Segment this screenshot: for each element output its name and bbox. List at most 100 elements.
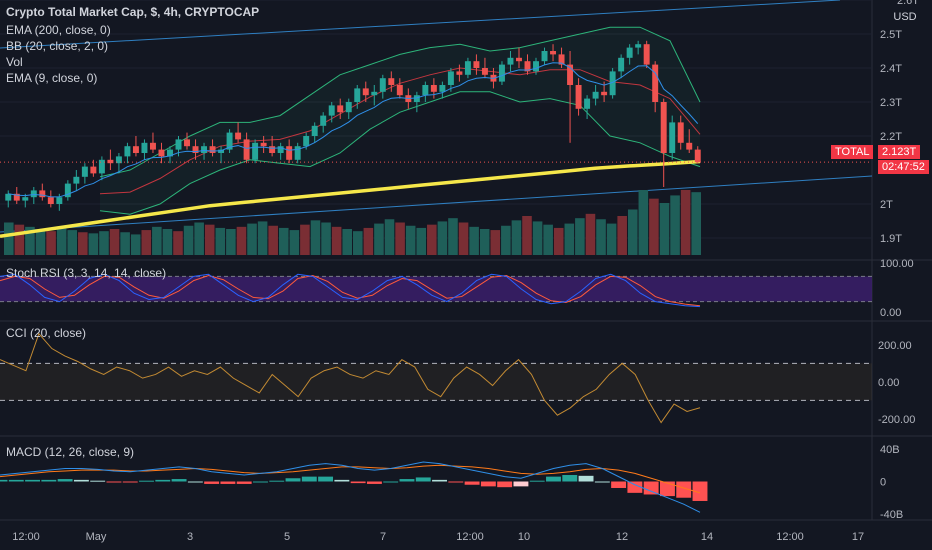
candle-body bbox=[90, 166, 97, 174]
volume-bar bbox=[35, 229, 46, 255]
macd-hist-bar bbox=[8, 479, 24, 482]
time-axis-label: 12:00 bbox=[776, 531, 804, 543]
macd-hist-bar bbox=[399, 479, 415, 482]
volume-bar bbox=[67, 230, 78, 255]
legend-stoch-rsi[interactable]: Stoch RSI (3, 3, 14, 14, close) bbox=[6, 266, 167, 280]
candle-body bbox=[252, 142, 259, 160]
macd-hist-bar bbox=[611, 481, 627, 488]
macd-hist-bar bbox=[25, 479, 41, 482]
legend-macd[interactable]: MACD (12, 26, close, 9) bbox=[6, 445, 135, 459]
legend-title: Crypto Total Market Cap, $, 4h, CRYPTOCA… bbox=[6, 5, 259, 20]
macd-hist-bar bbox=[529, 480, 545, 482]
volume-bar bbox=[680, 190, 691, 255]
candle-body bbox=[652, 64, 659, 102]
legend-vol[interactable]: Vol bbox=[6, 55, 23, 69]
candle-body bbox=[47, 197, 54, 204]
volume-bar bbox=[109, 229, 120, 255]
volume-bar bbox=[215, 227, 226, 255]
candle-body bbox=[498, 64, 505, 82]
candle-body bbox=[294, 146, 301, 160]
legend-bb[interactable]: BB (20, close, 2, 0) bbox=[6, 39, 109, 53]
candle-body bbox=[277, 146, 284, 153]
candle-body bbox=[439, 85, 446, 92]
volume-bar bbox=[289, 230, 300, 255]
candle-body bbox=[64, 183, 71, 198]
candle-body bbox=[575, 85, 582, 109]
volume-bar bbox=[427, 224, 437, 255]
volume-bar bbox=[152, 226, 162, 255]
macd-hist-bar bbox=[253, 481, 268, 483]
ema200-line bbox=[0, 159, 701, 239]
volume-bar bbox=[88, 233, 99, 255]
volume-bar bbox=[617, 216, 627, 255]
macd-hist-bar bbox=[301, 476, 317, 482]
candle-body bbox=[243, 139, 250, 160]
candle-body bbox=[371, 91, 378, 96]
candle-body bbox=[379, 78, 386, 92]
macd-hist-bar bbox=[122, 481, 138, 483]
price-axis-label: 2.5T bbox=[880, 29, 902, 41]
candle-body bbox=[39, 190, 46, 198]
candle-body bbox=[660, 102, 667, 153]
macd-signal-line bbox=[0, 464, 701, 494]
macd-hist-bar bbox=[464, 481, 480, 485]
volume-bar bbox=[56, 227, 67, 255]
volume-bar bbox=[257, 221, 268, 255]
time-axis-label: 17 bbox=[852, 531, 864, 543]
price-tag-value: 2.123T bbox=[878, 145, 921, 159]
volume-bar bbox=[405, 225, 416, 255]
candle-body bbox=[422, 85, 429, 96]
volume-bar bbox=[659, 203, 670, 255]
stoch-axis-label: 100.00 bbox=[880, 258, 914, 270]
candle-body bbox=[5, 193, 12, 201]
legend-cci[interactable]: CCI (20, close) bbox=[6, 326, 87, 340]
candle-body bbox=[396, 85, 403, 96]
price-axis-label: 2.2T bbox=[880, 131, 902, 143]
legend-ema9[interactable]: EMA (9, close, 0) bbox=[6, 71, 98, 85]
candle-body bbox=[481, 68, 488, 75]
symbol-title[interactable]: Crypto Total Market Cap, $, 4h, CRYPTOCA… bbox=[6, 5, 260, 19]
stoch-axis-label: 0.00 bbox=[880, 307, 901, 319]
candle-body bbox=[635, 44, 642, 48]
volume-bar bbox=[300, 224, 310, 255]
candle-body bbox=[158, 149, 165, 157]
price-axis-label: 2.3T bbox=[880, 97, 902, 109]
macd-hist-bar bbox=[90, 480, 106, 482]
candle-body bbox=[311, 125, 318, 136]
candle-body bbox=[354, 88, 361, 102]
candle-body bbox=[107, 159, 114, 164]
time-axis-label: 5 bbox=[284, 531, 290, 543]
currency-label: USD bbox=[893, 11, 916, 23]
macd-hist-bar bbox=[285, 478, 301, 482]
macd-hist-bar bbox=[578, 475, 594, 482]
volume-bar bbox=[627, 209, 638, 255]
macd-hist-bar bbox=[692, 481, 708, 501]
volume-bar bbox=[4, 222, 14, 255]
macd-hist-bar bbox=[139, 480, 154, 482]
volume-bar bbox=[458, 222, 469, 255]
candle-body bbox=[73, 176, 80, 184]
volume-bar bbox=[437, 221, 448, 255]
macd-hist-bar bbox=[269, 480, 285, 482]
candle-body bbox=[209, 146, 216, 153]
candle-body bbox=[13, 193, 20, 201]
volume-bar bbox=[183, 225, 194, 255]
bb-lower-line bbox=[99, 91, 701, 215]
volume-bar bbox=[120, 232, 130, 255]
legend-ema200[interactable]: EMA (200, close, 0) bbox=[6, 23, 111, 37]
candle-body bbox=[601, 91, 608, 96]
candle-body bbox=[192, 146, 199, 153]
volume-bar bbox=[236, 226, 247, 255]
volume-bar bbox=[638, 190, 649, 255]
volume-bar bbox=[384, 219, 395, 255]
candle-body bbox=[81, 166, 88, 177]
macd-hist-bar bbox=[187, 481, 203, 483]
channel-upper-line bbox=[0, 0, 841, 49]
stoch-d-line bbox=[0, 275, 701, 307]
macd-hist-bar bbox=[236, 481, 252, 484]
macd-hist-bar bbox=[204, 481, 220, 484]
macd-hist-bar bbox=[497, 481, 513, 488]
candle-body bbox=[686, 142, 693, 150]
bb-upper-line bbox=[99, 26, 701, 178]
